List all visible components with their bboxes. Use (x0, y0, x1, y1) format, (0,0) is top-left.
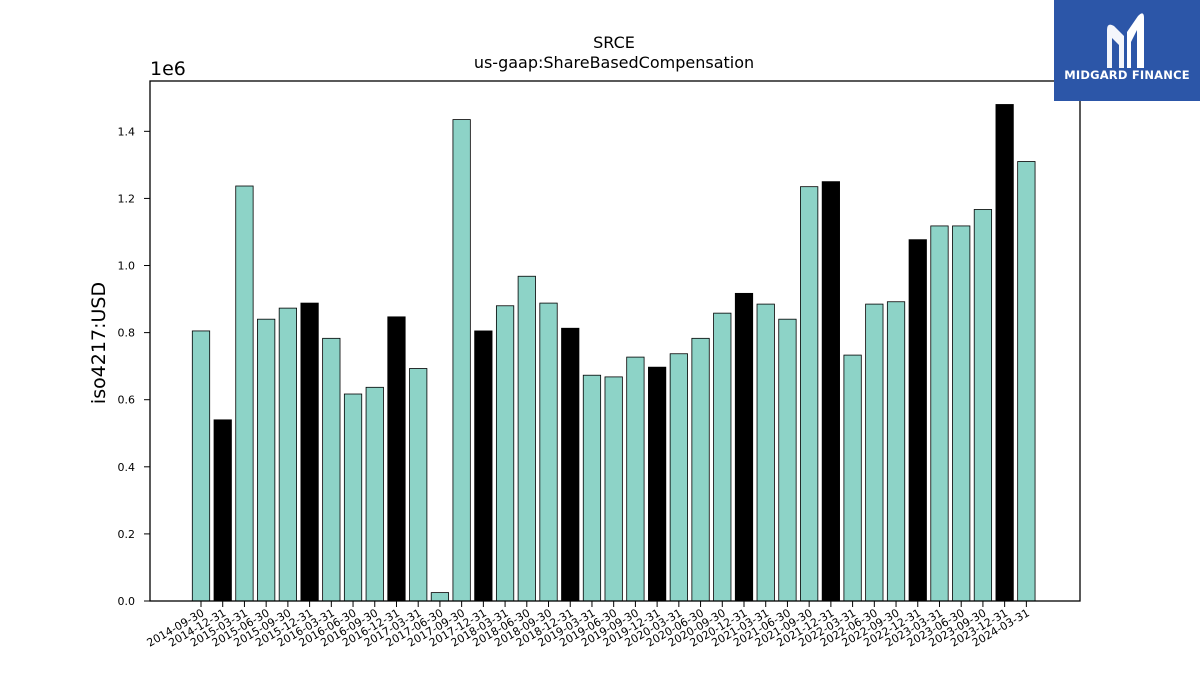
plot-frame (149, 80, 1081, 602)
midgard-m-logo-icon (1107, 13, 1144, 68)
bar-2017-12-31 (474, 330, 493, 602)
y-axis-ticks: 0.0 0.2 0.4 0.6 0.8 1.0 1.2 1.4 (118, 125, 150, 608)
bar-2017-09-30 (452, 119, 471, 602)
bar-2018-03-31 (495, 305, 515, 602)
bar-2021-03-31 (756, 303, 775, 602)
y-tick-label: 0.2 (118, 528, 136, 541)
bar-2016-09-30 (365, 386, 384, 602)
bar-2019-09-30 (626, 356, 645, 602)
bar-2016-03-31 (322, 337, 341, 602)
y-tick-label: 1.2 (118, 192, 136, 205)
bar-2020-03-31 (669, 353, 688, 602)
x-axis-ticks: 2014-09-302014-12-312015-03-312015-06-30… (145, 601, 1032, 650)
bar-2022-09-30 (886, 301, 906, 602)
y-tick-label: 0.6 (118, 394, 136, 407)
y-tick-label: 0.0 (118, 595, 136, 608)
bar-2024-03-31 (1017, 161, 1036, 602)
bar-2015-09-30 (278, 307, 297, 602)
brand-name: MIDGARD FINANCE (1064, 68, 1190, 82)
bar-2016-12-31 (387, 316, 406, 602)
chart-title: SRCE (593, 33, 635, 52)
y-tick-label: 0.8 (118, 327, 136, 340)
bar-2023-09-30 (973, 209, 993, 602)
bar-2020-09-30 (713, 312, 732, 602)
bar-2020-06-30 (691, 337, 710, 602)
bar-2016-06-30 (343, 393, 363, 602)
bar-2019-12-31 (648, 366, 667, 602)
bar-2015-06-30 (257, 318, 276, 602)
bar-2015-03-31 (235, 185, 254, 602)
y-tick-label: 1.4 (118, 125, 136, 138)
bars-group (191, 104, 1036, 602)
y-tick-label: 0.4 (118, 461, 136, 474)
bar-2021-06-30 (778, 318, 797, 602)
bar-2019-03-31 (582, 374, 602, 602)
bar-2014-12-31 (213, 419, 232, 602)
bar-2020-12-31 (734, 292, 754, 602)
bar-2021-09-30 (800, 186, 819, 602)
bar-2023-03-31 (930, 225, 949, 602)
bar-2021-12-31 (821, 181, 840, 602)
bar-2022-06-30 (865, 303, 884, 602)
bar-2022-03-31 (843, 354, 862, 602)
y-tick-label: 1.0 (118, 260, 136, 273)
y-axis-label: iso4217:USD (88, 282, 110, 404)
bar-2019-06-30 (604, 376, 623, 602)
bar-2017-03-31 (409, 368, 428, 602)
bar-2018-06-30 (517, 275, 536, 602)
y-scale-label: 1e6 (150, 58, 186, 80)
bar-2022-12-31 (908, 239, 927, 602)
bar-2018-12-31 (561, 327, 580, 602)
bar-2023-12-31 (995, 104, 1014, 602)
brand-logo: MIDGARD FINANCE (1054, 0, 1200, 101)
bar-2018-09-30 (539, 302, 558, 602)
bar-2023-06-30 (952, 225, 971, 602)
bar-2017-06-30 (430, 592, 450, 602)
bar-2014-09-30 (191, 330, 211, 602)
chart-subtitle: us-gaap:ShareBasedCompensation (474, 53, 754, 72)
bar-2015-12-31 (300, 302, 319, 602)
